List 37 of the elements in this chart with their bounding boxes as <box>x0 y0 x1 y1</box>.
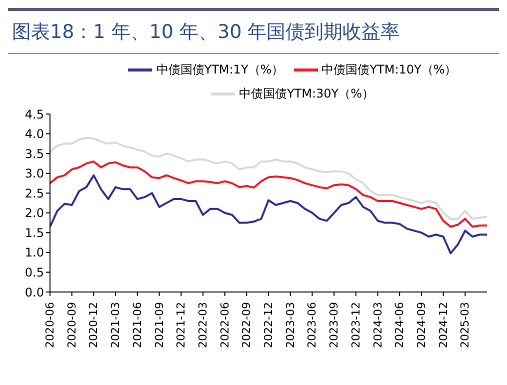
x-tick-label: 2020-09 <box>65 302 78 348</box>
y-tick-label: 0.5 <box>24 265 44 280</box>
x-tick-label: 2022-03 <box>196 302 210 348</box>
y-tick-label: 4.0 <box>24 127 44 142</box>
y-tick-label: 1.0 <box>24 246 44 260</box>
y-tick-label: 3.5 <box>24 146 44 161</box>
y-tick-label: 2.0 <box>24 206 44 220</box>
line-series <box>50 160 487 228</box>
x-tick-label: 2020-12 <box>87 302 100 348</box>
x-tick-label: 2024-03 <box>371 302 384 348</box>
chart-title: 图表18：1 年、10 年、30 年国债到期收益率 <box>8 8 499 54</box>
legend-label: 中债国债YTM:10Y（%） <box>322 62 457 76</box>
x-tick-label: 2024-06 <box>393 302 406 348</box>
y-tick-label: 1.5 <box>24 226 44 240</box>
x-tick-label: 2023-12 <box>349 302 362 348</box>
x-tick-label: 2023-03 <box>284 302 297 348</box>
x-tick-label: 2021-06 <box>130 302 144 348</box>
legend-label: 中债国债YTM:30Y（%） <box>238 86 374 100</box>
y-tick-label: 3.0 <box>24 166 44 181</box>
y-tick-label: 2.5 <box>24 186 44 200</box>
x-tick-label: 2024-12 <box>436 302 450 348</box>
line-series <box>50 174 487 254</box>
x-tick-label: 2022-12 <box>262 302 275 348</box>
y-tick-label: 4.5 <box>24 107 44 122</box>
x-tick-label: 2025-03 <box>458 302 472 348</box>
x-tick-label: 2023-09 <box>328 302 341 348</box>
x-tick-label: 2021-09 <box>152 302 166 348</box>
x-tick-label: 2022-06 <box>218 302 232 348</box>
x-tick-label: 2024-09 <box>414 302 428 348</box>
x-tick-label: 2021-03 <box>109 302 122 348</box>
x-tick-label: 2023-06 <box>306 302 319 348</box>
y-tick-label: 0.0 <box>24 285 44 300</box>
x-tick-label: 2020-06 <box>44 302 56 348</box>
legend-label: 中债国债YTM:1Y（%） <box>156 62 284 76</box>
x-tick-label: 2022-09 <box>240 302 254 348</box>
line-series <box>50 136 487 220</box>
x-tick-label: 2021-12 <box>174 302 188 348</box>
